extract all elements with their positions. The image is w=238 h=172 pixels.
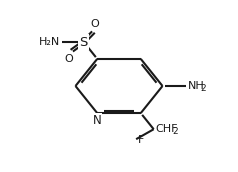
Text: 2: 2 (172, 127, 178, 136)
Text: N: N (93, 114, 102, 127)
Text: NH: NH (188, 81, 204, 91)
Text: 2: 2 (200, 84, 206, 93)
Text: S: S (79, 36, 88, 49)
Text: CHF: CHF (155, 124, 178, 134)
Text: H₂N: H₂N (39, 37, 60, 47)
Text: O: O (64, 54, 73, 64)
Text: O: O (90, 19, 99, 29)
Text: F: F (138, 135, 144, 145)
